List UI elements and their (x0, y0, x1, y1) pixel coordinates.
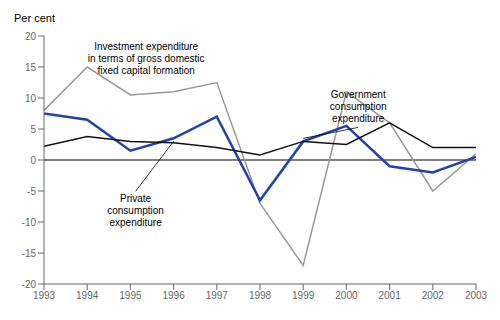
svg-text:15: 15 (25, 62, 37, 73)
svg-text:-15: -15 (22, 248, 37, 259)
svg-text:2003: 2003 (465, 290, 488, 301)
svg-text:2002: 2002 (422, 290, 445, 301)
svg-text:5: 5 (30, 124, 36, 135)
svg-text:1995: 1995 (119, 290, 142, 301)
svg-text:2001: 2001 (378, 290, 401, 301)
svg-text:1997: 1997 (206, 290, 229, 301)
svg-text:0: 0 (30, 155, 36, 166)
svg-text:10: 10 (25, 93, 37, 104)
svg-text:Privateconsumptionexpenditure: Privateconsumptionexpenditure (107, 193, 164, 228)
svg-text:1998: 1998 (249, 290, 272, 301)
html-text:Per cent: Per cent (14, 12, 55, 24)
svg-text:1999: 1999 (292, 290, 315, 301)
svg-text:1993: 1993 (33, 290, 56, 301)
svg-text:Investment expenditurein terms: Investment expenditurein terms of gross … (88, 41, 205, 76)
svg-text:1996: 1996 (162, 290, 185, 301)
svg-text:1994: 1994 (76, 290, 99, 301)
svg-text:-20: -20 (22, 279, 37, 290)
svg-text:2000: 2000 (335, 290, 358, 301)
svg-text:Governmentconsumptionexpenditu: Governmentconsumptionexpenditure (330, 89, 387, 124)
svg-text:-5: -5 (27, 186, 36, 197)
svg-text:20: 20 (25, 31, 37, 42)
svg-text:-10: -10 (22, 217, 37, 228)
